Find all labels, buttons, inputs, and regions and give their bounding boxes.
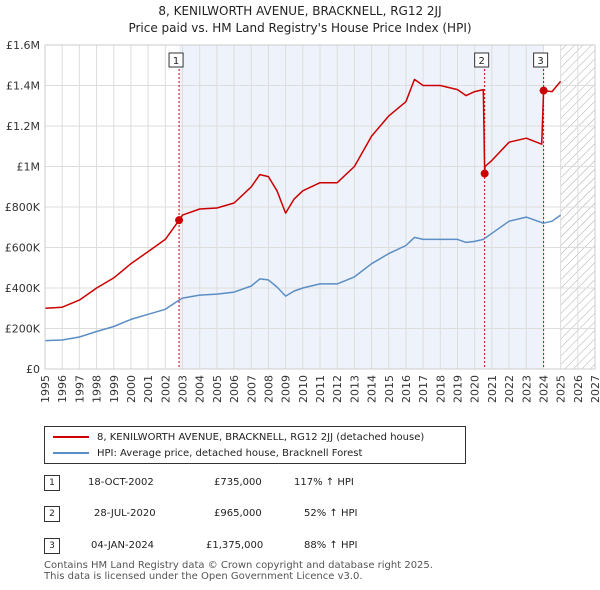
x-tick-label: 2021: [486, 375, 499, 403]
sale-label: 1: [173, 56, 179, 67]
x-tick-label: 2012: [331, 375, 344, 403]
y-tick-label: £200K: [5, 323, 41, 336]
transaction-price: £965,000: [214, 508, 262, 519]
x-tick-label: 2006: [228, 375, 241, 403]
x-tick-label: 2019: [452, 375, 465, 403]
transaction-badge: 3: [44, 538, 60, 554]
legend-property-label: 8, KENILWORTH AVENUE, BRACKNELL, RG12 2J…: [97, 431, 425, 443]
x-tick-label: 2001: [142, 375, 155, 403]
x-tick-label: 2009: [280, 375, 293, 403]
x-tick-label: 1998: [91, 375, 104, 403]
y-tick-label: £800K: [5, 201, 41, 214]
x-tick-label: 1997: [73, 375, 86, 403]
x-tick-label: 2016: [400, 375, 413, 403]
sale-point: [480, 169, 489, 178]
x-tick-label: 2026: [572, 375, 585, 403]
plot-frame: [44, 44, 596, 370]
legend-property-swatch: [53, 436, 89, 438]
transaction-date: 18-OCT-2002: [88, 477, 154, 488]
sale-label-box: [474, 52, 490, 68]
x-tick-label: 2018: [434, 375, 447, 403]
y-tick-label: £400K: [5, 282, 41, 295]
x-tick-label: 2002: [159, 375, 172, 403]
x-tick-label: 2022: [503, 375, 516, 403]
x-tick-label: 2003: [177, 375, 190, 403]
transaction-price: £735,000: [214, 477, 262, 488]
transaction-row: 1 18-OCT-2002 £735,000 117% ↑ HPI: [44, 475, 584, 491]
transaction-hpi: 88% ↑ HPI: [304, 540, 358, 551]
chart-title: 8, KENILWORTH AVENUE, BRACKNELL, RG12 2J…: [158, 4, 442, 18]
footer-copyright: Contains HM Land Registry data © Crown c…: [44, 560, 433, 571]
x-tick-label: 1995: [39, 375, 52, 403]
x-tick-label: 2027: [589, 375, 600, 403]
legend-hpi-swatch: [53, 452, 89, 454]
x-tick-label: 2024: [537, 375, 550, 403]
hpi-line: [45, 214, 562, 342]
legend-hpi-label: HPI: Average price, detached house, Brac…: [97, 447, 363, 459]
x-tick-label: 2020: [469, 375, 482, 403]
chart-subtitle: Price paid vs. HM Land Registry's House …: [128, 21, 472, 35]
footer: Contains HM Land Registry data © Crown c…: [44, 560, 433, 582]
sale-point: [539, 86, 548, 95]
footer-licence: This data is licensed under the Open Gov…: [44, 571, 363, 582]
x-tick-label: 2023: [520, 375, 533, 403]
x-tick-label: 2000: [125, 375, 138, 403]
transaction-badge: 1: [44, 475, 60, 491]
sale-label-box: [533, 52, 549, 68]
x-tick-label: 1999: [108, 375, 121, 403]
x-tick-label: 2004: [194, 375, 207, 403]
x-tick-label: 2013: [348, 375, 361, 403]
transaction-date: 04-JAN-2024: [91, 540, 155, 551]
y-tick-label: £600K: [5, 242, 41, 255]
transaction-date: 28-JUL-2020: [94, 508, 156, 519]
transaction-row: 2 28-JUL-2020 £965,000 52% ↑ HPI: [44, 506, 584, 522]
x-tick-label: 2005: [211, 375, 224, 403]
x-tick-label: 2025: [555, 375, 568, 403]
legend-property: 8, KENILWORTH AVENUE, BRACKNELL, RG12 2J…: [53, 430, 424, 444]
property-price-line: [45, 78, 562, 310]
y-tick-label: £1M: [17, 161, 41, 174]
y-tick-label: £1.6M: [6, 39, 40, 52]
transaction-price: £1,375,000: [206, 540, 264, 551]
transaction-row: 3 04-JAN-2024 £1,375,000 88% ↑ HPI: [44, 538, 584, 554]
transaction-hpi: 117% ↑ HPI: [294, 477, 354, 488]
transaction-badge: 2: [44, 506, 60, 522]
sale-point: [175, 216, 184, 225]
x-tick-label: 2015: [383, 375, 396, 403]
x-tick-label: 2011: [314, 375, 327, 403]
x-tick-label: 1996: [56, 375, 69, 403]
y-tick-label: £1.2M: [6, 120, 40, 133]
y-tick-label: £1.4M: [6, 80, 40, 93]
y-tick-label: £0: [26, 363, 40, 376]
transaction-hpi: 52% ↑ HPI: [304, 508, 358, 519]
x-tick-label: 2017: [417, 375, 430, 403]
legend-hpi: HPI: Average price, detached house, Brac…: [53, 446, 362, 460]
x-tick-label: 2010: [297, 375, 310, 403]
legend: 8, KENILWORTH AVENUE, BRACKNELL, RG12 2J…: [44, 426, 466, 464]
x-tick-label: 2007: [245, 375, 258, 403]
sale-label: 2: [478, 56, 484, 67]
x-tick-label: 2008: [262, 375, 275, 403]
x-tick-label: 2014: [366, 375, 379, 403]
price-chart: 1 2 3 £0 £200K £400K £600K £800K £1M £1.2M £1.4M £…: [5, 39, 600, 403]
sale-label-box: [168, 52, 184, 68]
sale-label: 3: [537, 56, 543, 67]
